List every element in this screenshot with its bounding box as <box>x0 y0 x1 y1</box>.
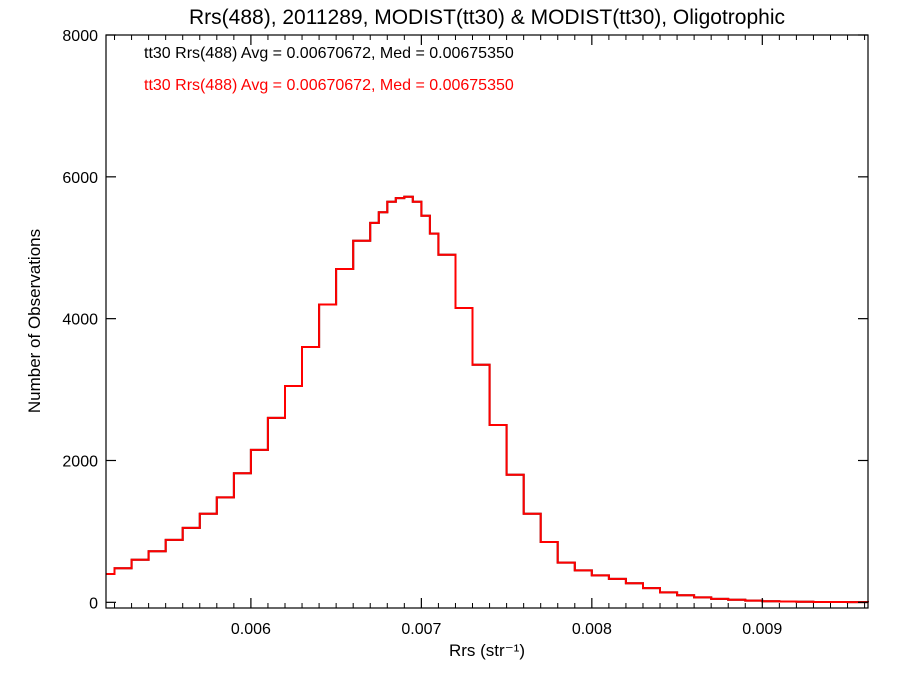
y-tick-label: 0 <box>89 595 98 612</box>
x-tick-label: 0.007 <box>401 621 441 638</box>
series-line-1 <box>106 195 869 604</box>
x-tick-label: 0.009 <box>742 621 782 638</box>
y-tick-label: 2000 <box>62 453 98 470</box>
series-layer <box>106 195 869 604</box>
x-tick-label: 0.008 <box>572 621 612 638</box>
y-tick-label: 8000 <box>62 28 98 45</box>
y-tick-label: 6000 <box>62 170 98 187</box>
chart-title: Rrs(488), 2011289, MODIST(tt30) & MODIST… <box>189 6 785 29</box>
axis-layer: 0.006 0.007 0.008 0.009 0 2000 4000 6000 8000 <box>62 28 868 638</box>
y-tick-label: 4000 <box>62 312 98 329</box>
plot-frame <box>105 34 869 609</box>
annotation-red: tt30 Rrs(488) Avg = 0.00670672, Med = 0.… <box>144 77 514 94</box>
annotation-black: tt30 Rrs(488) Avg = 0.00670672, Med = 0.… <box>144 45 514 62</box>
x-tick-label: 0.006 <box>231 621 271 638</box>
y-axis-label: Number of Observations <box>25 229 44 413</box>
x-axis-label: Rrs (str⁻¹) <box>449 641 525 660</box>
